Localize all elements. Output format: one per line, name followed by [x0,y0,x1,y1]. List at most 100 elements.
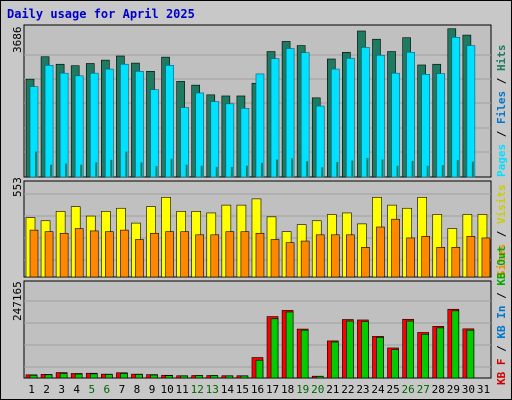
files-bar [150,89,159,178]
day-tick-label: 22 [341,383,354,396]
day-tick-label: 23 [356,383,369,396]
pages-bar [456,160,459,177]
files-bar [240,107,250,178]
sites-bar [255,232,265,278]
kbout-bar [150,374,158,379]
day-tick-label: 16 [251,383,264,396]
day-tick-label: 27 [417,383,430,396]
files-bar [165,65,174,178]
pages-bar [110,159,113,177]
sites-bar [74,228,84,278]
day-tick-label: 15 [236,383,249,396]
day-tick-label: 30 [462,383,475,396]
sites-bar [391,218,400,278]
kbout-bar [105,374,113,379]
day-tick-label: 13 [206,383,219,396]
pages-bar [396,165,399,177]
chart-title: Daily usage for April 2025 [7,7,195,21]
kbout-bar [180,375,188,379]
pages-bar [245,165,248,177]
pages-bar [230,166,233,177]
pages-bar [200,165,203,177]
pages-bar [411,160,414,177]
files-bar [44,65,54,178]
files-bar [391,72,400,178]
pages-bar [276,159,279,177]
day-tick-label: 19 [296,383,309,396]
day-tick-label: 26 [402,383,415,396]
pages-bar [140,162,143,177]
day-tick-label: 14 [221,383,235,396]
day-tick-label: 7 [119,383,126,396]
kbout-bar [120,373,128,379]
files-bar [195,92,205,178]
day-tick-label: 1 [28,383,35,396]
sites-bar [466,236,476,278]
sites-bar [150,232,159,278]
kbout-bar [74,373,83,379]
kbout-bar [466,329,475,379]
pages-bar [80,164,83,177]
pages-bar [50,164,53,177]
sites-bar [481,237,491,278]
pages-bar [351,160,354,177]
day-tick-label: 18 [281,383,294,396]
kbout-bar [361,321,369,379]
kbout-bar [89,373,98,379]
kbout-bar [315,376,324,379]
sites-bar [285,242,295,278]
files-bar [255,73,265,178]
kbout-bar [29,374,38,379]
sites-bar [105,231,114,278]
kbout-bar [406,320,414,379]
kbout-bar [436,327,445,379]
sites-bar [44,231,54,278]
files-bar [315,105,325,178]
files-bar [285,48,295,178]
sites-bar [180,231,189,278]
files-bar [29,86,39,178]
pages-bar [336,162,339,177]
files-bar [376,54,385,178]
kbout-bar [165,375,173,379]
files-bar [59,72,69,178]
day-tick-label: 31 [477,383,490,396]
day-tick-label: 3 [58,383,65,396]
kbout-bar [330,341,339,379]
sites-bar [406,237,415,278]
day-tick-label: 11 [176,383,189,396]
sites-bar [376,226,385,278]
files-bar [330,68,340,178]
sites-bar [29,229,39,278]
files-bar [105,68,114,178]
files-bar [436,73,446,178]
files-bar [361,47,370,178]
kbout-bar [421,333,429,379]
pages-bar [306,161,309,177]
kbout-bar [270,318,279,379]
pages-bar [155,166,158,177]
pages-bar [366,157,369,177]
kbout-bar [240,375,249,379]
files-bar [466,45,476,178]
day-tick-label: 2 [43,383,50,396]
kbout-bar [210,375,219,379]
day-tick-label: 28 [432,383,445,396]
pages-bar [291,158,294,177]
pages-bar [185,164,188,177]
day-tick-label: 10 [160,383,173,396]
files-bar [135,71,144,178]
files-bar [225,103,235,178]
pages-bar [426,165,429,177]
day-tick-label: 5 [88,383,95,396]
sites-bar [210,234,220,278]
files-bar [421,74,430,178]
day-tick-label: 9 [149,383,156,396]
day-tick-label: 12 [191,383,204,396]
day-tick-label: 24 [371,383,385,396]
sites-bar [135,239,144,278]
files-bar [89,72,99,178]
sites-bar [436,247,446,278]
